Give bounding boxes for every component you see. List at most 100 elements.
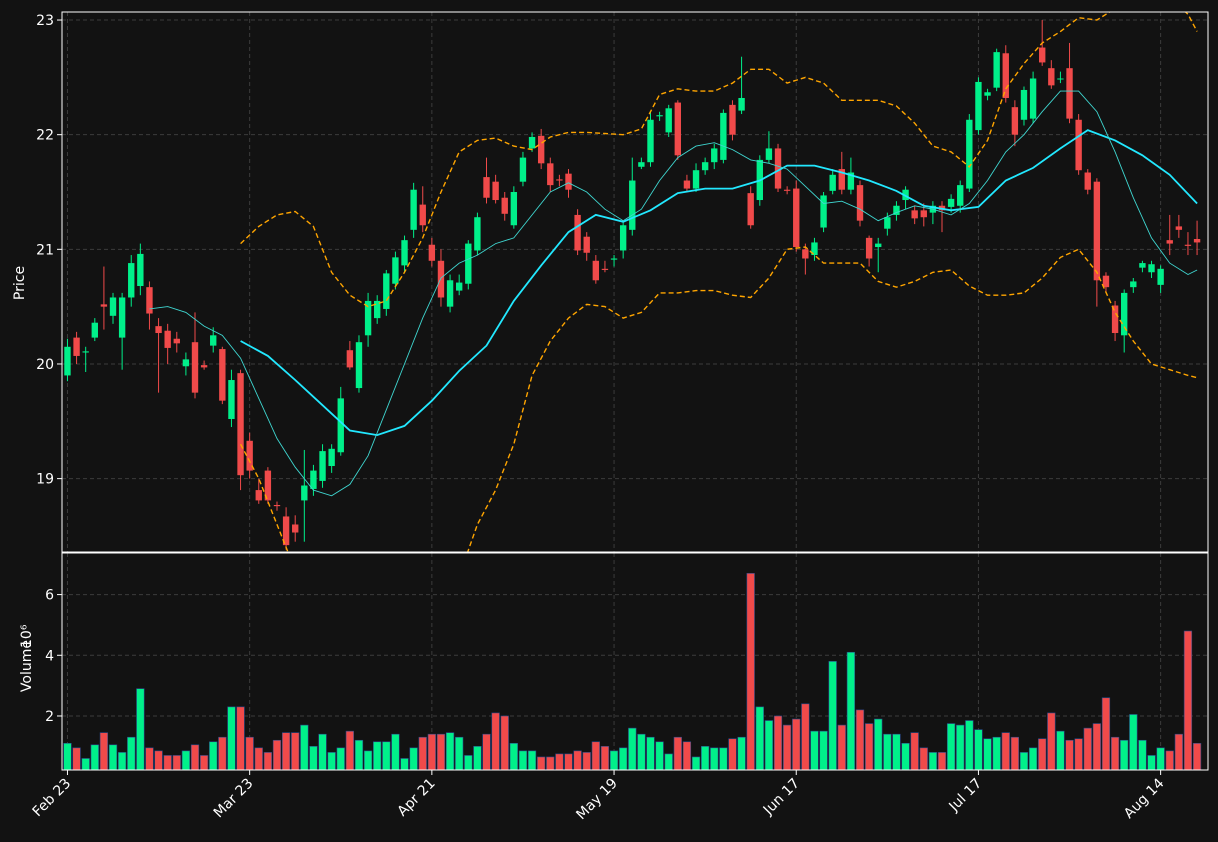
candle-body (993, 52, 1000, 88)
volume-bar (327, 752, 336, 771)
volume-bar (828, 661, 837, 771)
candle-body (829, 174, 836, 191)
volume-bar (99, 732, 109, 771)
volume-bar (254, 747, 263, 771)
candle-body (355, 342, 363, 389)
volume-bar (445, 732, 455, 771)
candle-body (647, 119, 654, 163)
volume-bar (1047, 712, 1056, 771)
volume-bar (163, 755, 172, 771)
candle-body (711, 148, 718, 163)
candle-body (765, 148, 773, 160)
candle-body (610, 258, 618, 260)
candle-body (210, 335, 217, 346)
volume-bar (555, 753, 564, 771)
volume-bar (117, 752, 127, 771)
candle-body (574, 214, 581, 251)
candle-body (1084, 172, 1091, 190)
candle-body (774, 148, 782, 189)
candle-body (692, 170, 700, 189)
candle-body (73, 337, 80, 356)
volume-bar (974, 729, 983, 771)
candle-body (720, 112, 727, 160)
volume-bar (436, 733, 446, 771)
candle-body (182, 359, 190, 367)
volume-bar (391, 733, 400, 771)
volume-bar (1120, 739, 1129, 771)
volume-bar (1183, 630, 1193, 771)
volume-bar (491, 712, 500, 771)
volume-bar (937, 752, 947, 771)
volume-bar (236, 706, 245, 771)
volume-bar (546, 756, 555, 771)
volume-bar (81, 758, 90, 771)
volume-bar (172, 755, 181, 771)
volume-bar (108, 744, 118, 771)
volume-bar (427, 733, 436, 771)
candle-body (957, 185, 964, 206)
y-tick-label: 21 (36, 242, 54, 258)
y-tick-label: 19 (36, 472, 54, 488)
volume-bar (455, 736, 464, 771)
volume-bar (965, 720, 974, 771)
volume-bar (1056, 730, 1065, 771)
volume-bar (418, 736, 427, 771)
candle-body (310, 470, 317, 489)
candle-body (282, 516, 290, 546)
volume-bar (400, 758, 409, 771)
candle-body (328, 448, 335, 467)
volume-bar (801, 703, 810, 771)
candle-body (146, 287, 153, 314)
volume-bar (272, 739, 282, 771)
volume-bar (673, 736, 682, 771)
price-panel (64, 12, 1201, 552)
volume-bar (1019, 752, 1029, 771)
candle-body (729, 104, 736, 135)
overlay-line (239, 246, 1198, 552)
volume-bar (1156, 747, 1165, 771)
candle-body (1057, 78, 1064, 80)
volume-bar (609, 750, 619, 771)
volume-bar (482, 733, 491, 771)
candle-body (975, 81, 982, 131)
y-tick-label: 22 (36, 128, 54, 144)
volume-bar (810, 730, 819, 771)
candle-body (556, 179, 563, 181)
volume-bar (127, 736, 136, 771)
candle-body (665, 108, 672, 133)
volume-bar (591, 741, 600, 771)
candle-body (583, 236, 590, 253)
volume-bar (646, 736, 655, 771)
volume-bar (946, 723, 956, 771)
candle-body (82, 351, 89, 353)
candle-body (164, 330, 171, 348)
candle-body (264, 470, 272, 501)
candle-body (173, 338, 180, 344)
volume-frame (61, 552, 1209, 771)
volume-bar (1010, 736, 1020, 771)
volume-bar (509, 742, 518, 771)
volume-bar (619, 747, 628, 771)
candle-body (155, 326, 162, 334)
volume-bar (154, 750, 163, 771)
volume-bar (63, 742, 72, 771)
volume-bar (992, 736, 1001, 771)
candle-body (1066, 68, 1073, 119)
volume-bar (345, 730, 354, 771)
volume-bar (209, 741, 218, 771)
volume-bar (728, 738, 737, 771)
volume-bar (409, 747, 418, 771)
candle-body (528, 136, 536, 149)
volume-bar (1065, 739, 1074, 771)
volume-bar (928, 752, 938, 771)
price-frame (61, 11, 1209, 553)
overlay-line (240, 12, 1198, 308)
candle-body (947, 198, 955, 207)
y-axis-label: Price (12, 266, 28, 300)
candle-body (228, 380, 235, 420)
candle-body (838, 169, 845, 190)
volume-bar (1074, 738, 1083, 771)
volume-bar (755, 706, 764, 771)
candle-body (64, 346, 71, 376)
candle-body (1139, 263, 1146, 268)
